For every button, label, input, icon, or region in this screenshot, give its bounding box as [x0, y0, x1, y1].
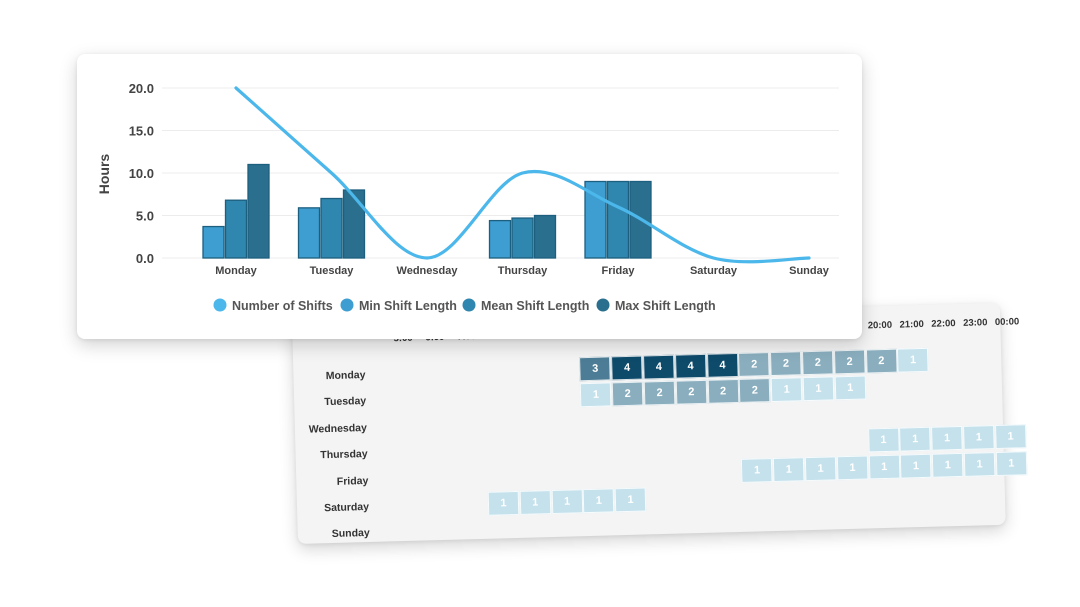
- bar-mean-shift-length: [224, 199, 248, 259]
- heatmap-cell: 1: [487, 490, 520, 516]
- heatmap-cell: 1: [994, 424, 1027, 450]
- heatmap-cell: 1: [963, 425, 995, 451]
- x-tick-label: Monday: [215, 265, 257, 277]
- y-tick-label: 5.0: [136, 209, 154, 224]
- heatmap-cell: 1: [963, 451, 996, 477]
- heatmap-cell: 1: [900, 453, 932, 479]
- heatmap-cell: 1: [773, 456, 805, 482]
- heatmap-cell: 2: [865, 348, 898, 374]
- heatmap-day-label: Tuesday: [324, 395, 367, 409]
- bar-min-shift-length: [488, 219, 512, 259]
- bar-mean-shift-length: [320, 197, 343, 259]
- x-tick-label: Thursday: [498, 265, 548, 277]
- x-tick-label: Friday: [601, 265, 635, 277]
- heatmap-cell: 1: [836, 455, 869, 480]
- heatmap-cell: 2: [801, 350, 834, 376]
- heatmap-cell: 1: [770, 377, 803, 403]
- bar-min-shift-length: [297, 207, 321, 259]
- legend-label: Max Shift Length: [615, 299, 716, 313]
- heatmap-cell: 1: [741, 457, 773, 483]
- legend-label: Number of Shifts: [232, 299, 333, 313]
- heatmap-cell: 2: [833, 349, 866, 375]
- bar-max-shift-length: [533, 214, 557, 259]
- heatmap-cell: 1: [804, 455, 837, 481]
- heatmap-cell: 1: [899, 426, 932, 452]
- bar-max-shift-length: [247, 163, 270, 259]
- bar-min-shift-length: [584, 180, 607, 259]
- heatmap-cell: 3: [579, 356, 612, 382]
- x-tick-label: Saturday: [690, 265, 738, 277]
- heatmap-cell: 2: [707, 379, 739, 405]
- heatmap-day-label: Sunday: [331, 527, 370, 541]
- heatmap-cell: 1: [583, 488, 615, 514]
- legend-marker: [596, 298, 610, 312]
- legend-label: Mean Shift Length: [481, 299, 589, 313]
- heatmap-cell: 1: [931, 426, 963, 451]
- shift-chart-card: 20.0 15.0 10.0 5.0 0.0 Hours Monday Tuesday Wedn…: [77, 54, 862, 339]
- heatmap-time-label: 00:00: [994, 316, 1020, 328]
- series-line-number-of-shifts: [234, 86, 811, 264]
- heatmap-cell: 1: [580, 382, 612, 408]
- bar-mean-shift-length: [511, 217, 534, 259]
- heatmap-cell: 1: [834, 375, 867, 401]
- heatmap-cell: 4: [706, 352, 739, 378]
- heatmap-cell: 1: [867, 427, 900, 453]
- heatmap-cell: 2: [611, 381, 644, 407]
- y-tick-label: 20.0: [129, 81, 154, 96]
- heatmap-day-label: Saturday: [323, 500, 370, 515]
- heatmap-cell: 1: [931, 452, 964, 478]
- heatmap-cell: 1: [551, 489, 583, 515]
- heatmap-day-label: Thursday: [320, 448, 368, 462]
- heatmap-cell: 1: [897, 347, 929, 373]
- heatmap-cell: 4: [611, 355, 643, 381]
- y-tick-label: 0.0: [136, 251, 154, 266]
- heatmap-cell: 4: [643, 354, 675, 380]
- bar-mean-shift-length: [606, 180, 630, 259]
- heatmap-cell: 2: [770, 351, 802, 377]
- heatmap-cell: 1: [802, 376, 835, 402]
- y-tick-label: 10.0: [129, 166, 154, 181]
- bar-min-shift-length: [202, 225, 225, 259]
- shift-chart: 20.0 15.0 10.0 5.0 0.0 Hours Monday Tuesday Wedn…: [96, 81, 839, 313]
- x-tick-label: Wednesday: [397, 265, 459, 277]
- heatmap-day-label: Friday: [336, 474, 369, 488]
- legend-label: Min Shift Length: [359, 299, 457, 313]
- heatmap-cell: 2: [675, 380, 708, 406]
- legend-marker: [340, 298, 354, 312]
- legend-marker: [462, 298, 476, 312]
- y-axis-label: Hours: [96, 154, 112, 195]
- heatmap-cell: 1: [519, 490, 552, 515]
- heatmap-cell: 2: [643, 381, 676, 406]
- bar-max-shift-length: [342, 189, 366, 259]
- x-tick-label: Tuesday: [310, 265, 355, 277]
- heatmap-cell: 1: [868, 454, 901, 480]
- heatmap-cell: 4: [674, 353, 707, 379]
- heatmap-cell: 1: [614, 487, 647, 513]
- x-tick-label: Sunday: [789, 265, 830, 277]
- heatmap-day-label: Monday: [325, 369, 366, 383]
- heatmap-day-label: Wednesday: [308, 421, 368, 436]
- y-tick-label: 15.0: [129, 124, 154, 139]
- heatmap-cell: 2: [738, 352, 771, 377]
- legend-marker: [213, 298, 227, 312]
- heatmap-cell: 1: [995, 450, 1028, 476]
- heatmap-cell: 2: [739, 378, 771, 404]
